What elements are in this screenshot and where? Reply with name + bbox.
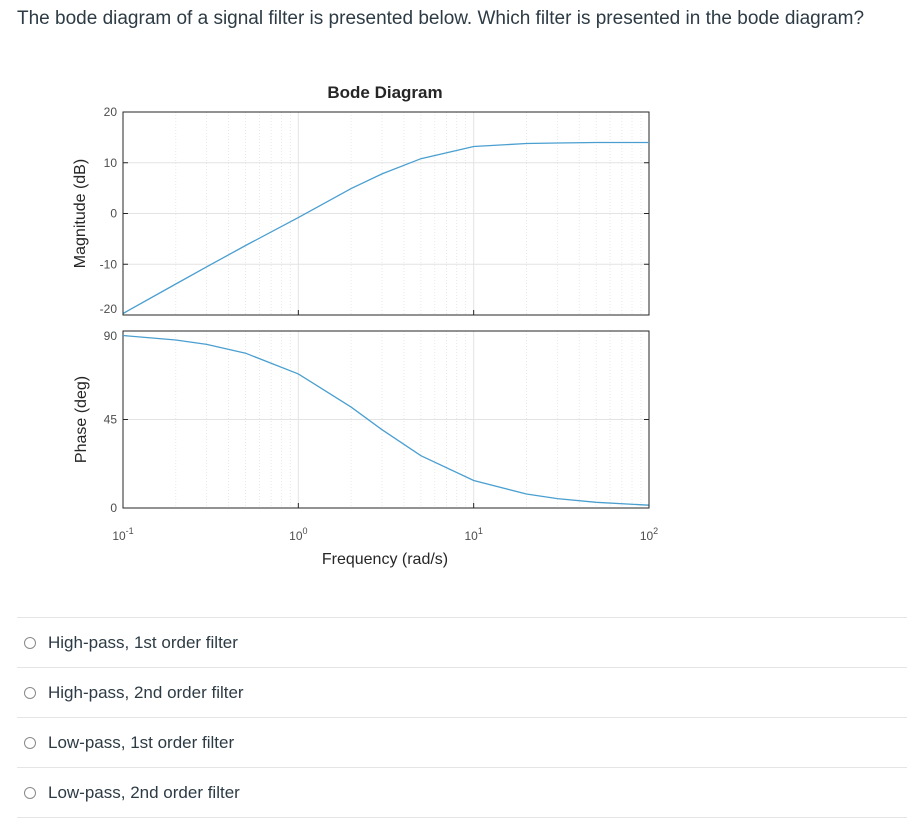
y-tick-label: -20: [100, 302, 118, 316]
radio-button[interactable]: [24, 786, 36, 799]
answer-option-4[interactable]: Low-pass, 2nd order filter: [17, 768, 907, 818]
magnitude-panel: 20 10 0 -10 -20 Magnitude (dB): [72, 105, 650, 316]
answer-option-2[interactable]: High-pass, 2nd order filter: [17, 668, 907, 718]
x-axis-ticks: 10-1 100 101 102: [112, 310, 658, 543]
phase-curve: [122, 334, 650, 506]
y-tick-label: 90: [104, 329, 118, 343]
radio-button[interactable]: [24, 686, 36, 699]
chart-title: Bode Diagram: [327, 83, 442, 102]
magnitude-curve: [122, 141, 649, 315]
y-tick-label: 0: [110, 207, 117, 221]
x-tick-label: 101: [464, 526, 482, 543]
phase-axis-label: Phase (deg): [73, 376, 90, 463]
x-tick-label: 102: [640, 526, 658, 543]
plot-frame: [122, 111, 650, 316]
plot-frame: [122, 330, 650, 509]
radio-button[interactable]: [24, 736, 36, 749]
question-text: The bode diagram of a signal filter is p…: [17, 8, 865, 29]
y-tick-label: 20: [104, 105, 118, 119]
answer-label: High-pass, 1st order filter: [48, 632, 238, 652]
x-tick-label: 100: [289, 526, 307, 543]
y-tick-label: 0: [110, 501, 117, 515]
phase-panel: 90 45 0 Phase (deg): [73, 329, 650, 515]
answer-label: Low-pass, 1st order filter: [48, 732, 235, 752]
answer-option-3[interactable]: Low-pass, 1st order filter: [17, 718, 907, 768]
y-tick-label: 10: [104, 156, 118, 170]
answer-label: Low-pass, 2nd order filter: [48, 782, 240, 802]
magnitude-axis-label: Magnitude (dB): [72, 159, 89, 268]
y-tick-label: -10: [100, 257, 118, 271]
answer-option-1[interactable]: High-pass, 1st order filter: [17, 618, 907, 668]
answer-label: High-pass, 2nd order filter: [48, 682, 244, 702]
radio-button[interactable]: [24, 636, 36, 649]
y-tick-label: 45: [104, 413, 118, 427]
answer-list: High-pass, 1st order filter High-pass, 2…: [17, 617, 907, 818]
x-tick-label: 10-1: [112, 526, 133, 543]
x-axis-label: Frequency (rad/s): [322, 551, 448, 568]
